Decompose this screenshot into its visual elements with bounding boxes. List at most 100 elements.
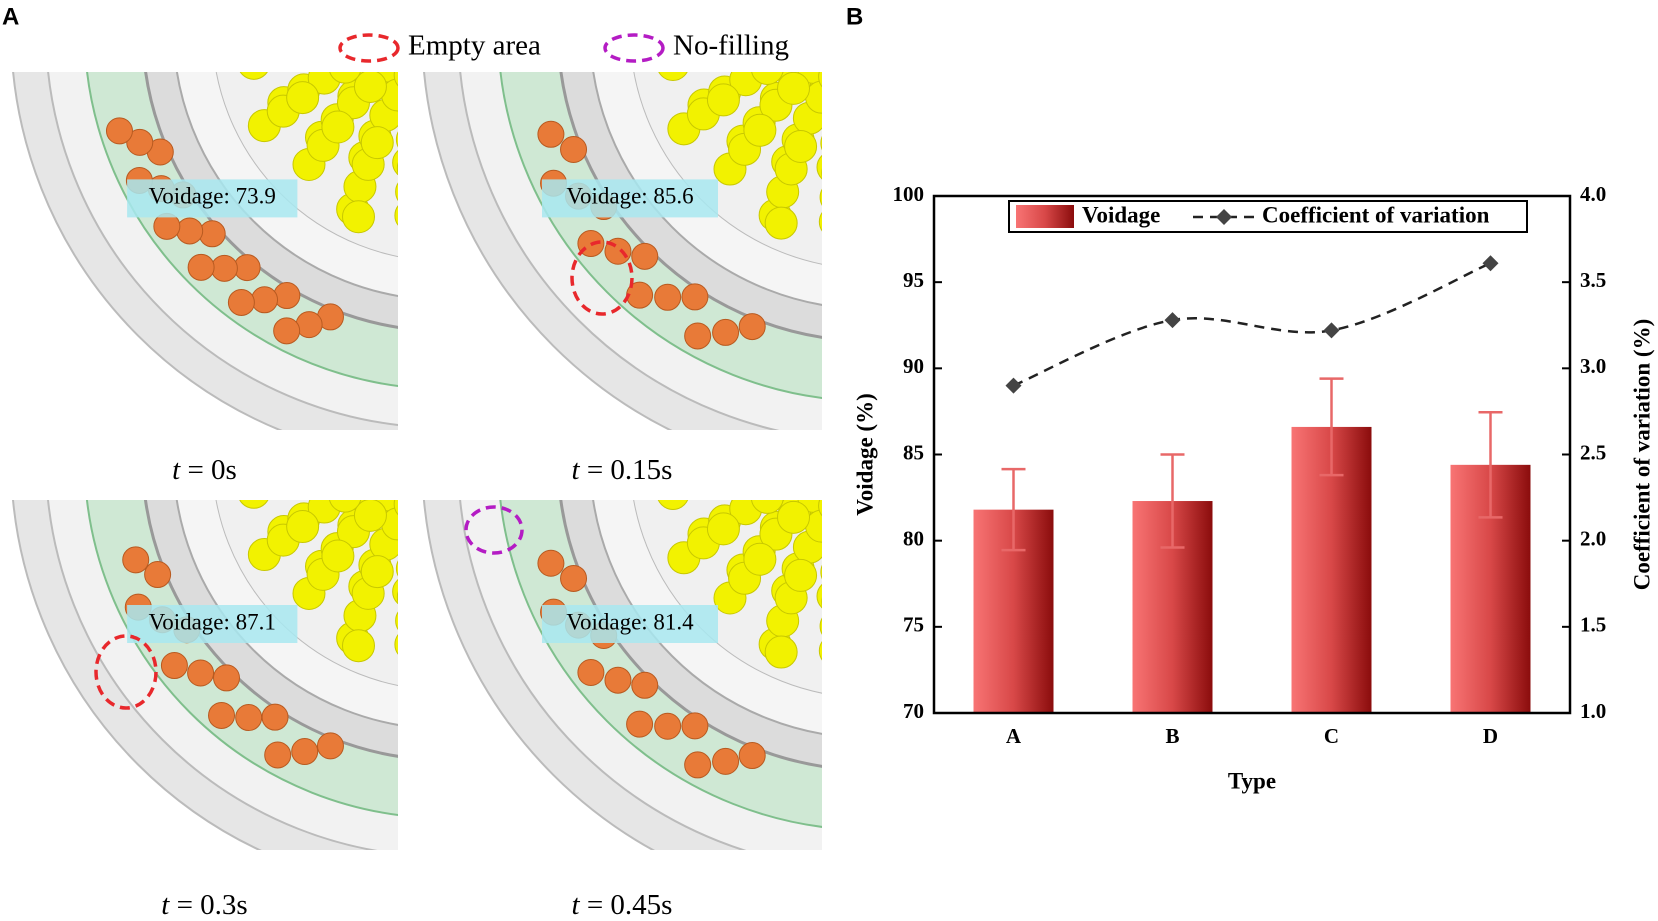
particle — [817, 466, 849, 498]
particle — [631, 242, 659, 270]
particle — [395, 131, 398, 148]
particle — [321, 539, 355, 573]
particle — [341, 200, 375, 234]
voidage-box — [127, 605, 298, 643]
y2-tick-label: 2.0 — [1580, 526, 1606, 550]
particle — [821, 597, 822, 607]
particle — [681, 712, 709, 740]
particle — [392, 150, 398, 176]
line-marker — [1323, 322, 1340, 339]
particle — [712, 747, 740, 775]
no-filling-marker — [464, 505, 524, 555]
x-tick-label: C — [1324, 724, 1339, 748]
caption-symbol: t — [161, 889, 170, 921]
particle — [273, 282, 301, 310]
x-tick-label: A — [1006, 724, 1022, 748]
particle — [208, 701, 236, 729]
y-axis-title: Voidage (%) — [852, 393, 877, 515]
plot-frame — [932, 194, 1572, 715]
particle — [423, 453, 455, 485]
particle — [684, 322, 712, 350]
particle — [684, 751, 712, 779]
particle — [295, 311, 323, 339]
particle — [777, 72, 811, 105]
particle — [826, 532, 858, 564]
particle — [825, 562, 857, 594]
particle — [816, 583, 822, 609]
particle — [751, 500, 784, 514]
particle — [818, 72, 822, 82]
legend-empty: Empty area — [408, 30, 541, 62]
particle — [657, 500, 689, 510]
x-tick-label: B — [1165, 724, 1179, 748]
panel-label: B — [846, 3, 863, 30]
x-tick-label: D — [1483, 724, 1498, 748]
legend-swatch — [1016, 205, 1074, 228]
particle — [820, 462, 852, 494]
particle — [239, 500, 269, 509]
particle — [329, 72, 361, 84]
particle — [626, 710, 654, 738]
line — [1013, 262, 1491, 387]
image-caption: t = 0s — [172, 454, 237, 486]
particle — [329, 500, 362, 513]
particle — [803, 26, 835, 58]
voidage-label: Voidage: 73.9 — [149, 184, 276, 209]
particle — [360, 126, 394, 160]
particle — [428, 442, 460, 474]
particle — [353, 72, 387, 103]
legend-label: Voidage — [1082, 202, 1160, 227]
error-bar — [1319, 377, 1344, 477]
particle — [822, 451, 854, 483]
particle — [604, 666, 632, 694]
particle — [706, 512, 740, 546]
voidage-label: Voidage: 85.6 — [566, 184, 693, 209]
particle — [360, 555, 394, 589]
particle — [751, 72, 784, 85]
particle — [654, 283, 682, 311]
particle — [264, 741, 292, 769]
particle — [818, 640, 822, 661]
particle — [821, 168, 822, 178]
caption-symbol: t — [572, 889, 581, 921]
particle — [233, 254, 261, 282]
particle — [427, 444, 459, 476]
particle — [187, 253, 215, 281]
voidage-label: Voidage: 87.1 — [149, 609, 276, 634]
particle — [210, 254, 238, 282]
caption-text: = 0.45s — [587, 889, 673, 921]
y2-tick-label: 1.5 — [1580, 613, 1606, 637]
caption-symbol: t — [172, 454, 181, 486]
line-marker — [1482, 255, 1499, 272]
particle — [819, 188, 822, 206]
particle — [286, 81, 320, 115]
particle — [830, 75, 862, 107]
particle — [803, 455, 835, 487]
particle — [818, 500, 822, 517]
particle — [764, 206, 798, 240]
particle — [422, 458, 454, 490]
particle — [817, 37, 849, 69]
particle — [832, 80, 864, 112]
y2-axis-title: Coefficient of variation (%) — [1629, 319, 1654, 590]
y-tick-label: 70 — [903, 699, 924, 723]
particle — [398, 450, 430, 482]
voidage-label: Voidage: 81.4 — [566, 609, 694, 634]
particle — [396, 591, 398, 604]
particle — [816, 154, 822, 180]
particle — [395, 182, 398, 202]
particle — [764, 635, 798, 669]
particle — [681, 283, 709, 311]
particle — [818, 500, 822, 511]
particle — [712, 318, 740, 346]
particle — [825, 133, 857, 165]
particle — [353, 500, 387, 532]
particle — [537, 549, 565, 577]
particle — [777, 500, 811, 534]
y2-tick-label: 2.5 — [1580, 440, 1606, 464]
particle — [818, 212, 822, 232]
voidage-box — [127, 179, 298, 218]
particle — [395, 462, 427, 494]
y2-tick-label: 1.0 — [1580, 699, 1606, 723]
